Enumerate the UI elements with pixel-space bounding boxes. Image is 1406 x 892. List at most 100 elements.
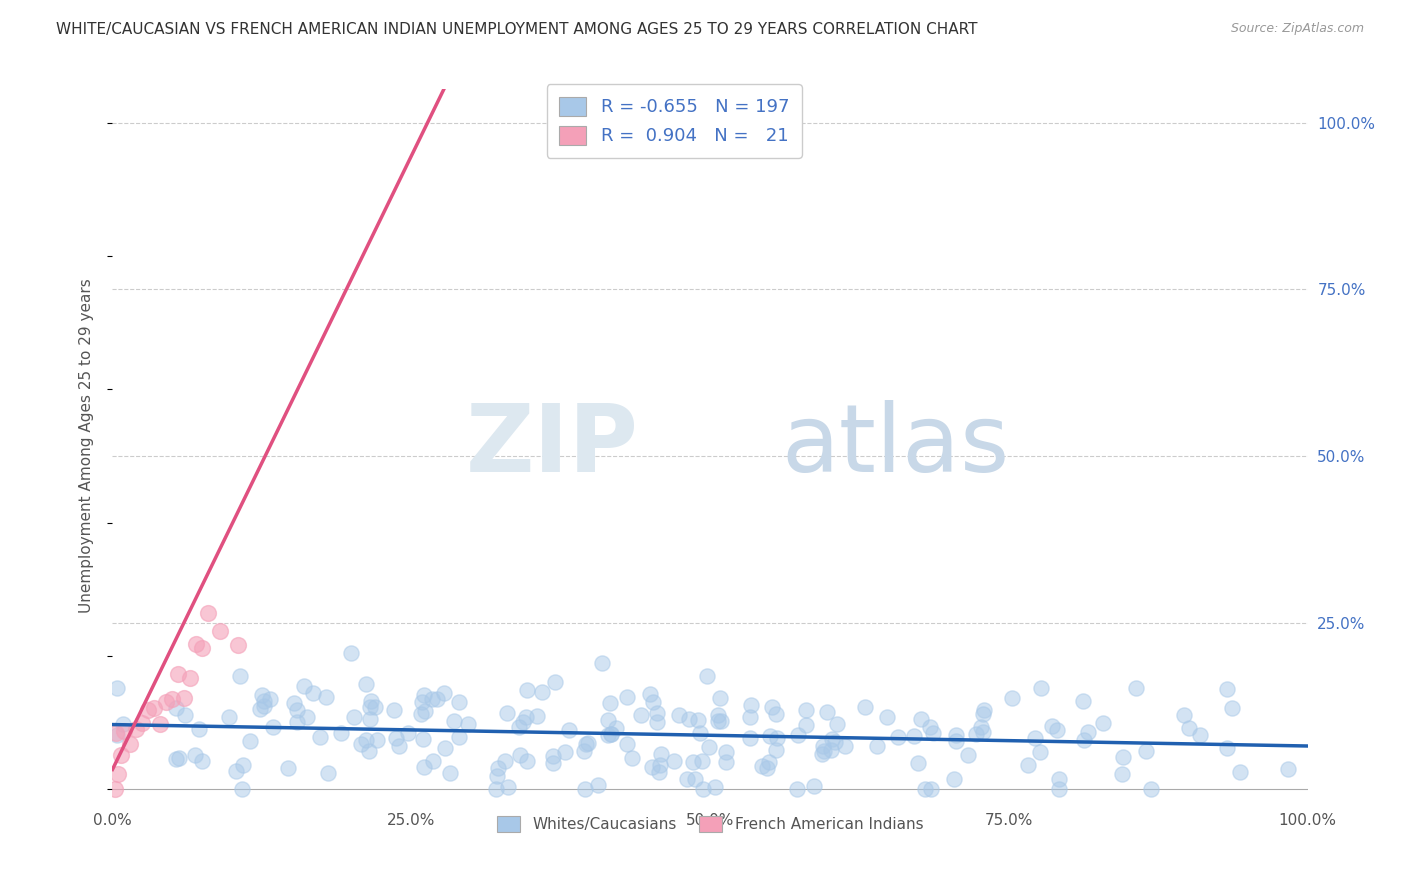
Point xyxy=(179,672,201,686)
Point xyxy=(574,744,596,758)
Point xyxy=(412,732,434,747)
Point xyxy=(543,749,565,764)
Point xyxy=(354,677,377,691)
Point xyxy=(643,695,665,709)
Point xyxy=(173,707,195,722)
Point xyxy=(910,712,932,726)
Point xyxy=(143,701,166,715)
Point xyxy=(972,724,994,739)
Point xyxy=(616,737,638,751)
Point xyxy=(616,690,638,704)
Point xyxy=(285,703,308,717)
Point xyxy=(360,694,382,708)
Point xyxy=(599,696,621,710)
Point xyxy=(675,772,697,786)
Point xyxy=(920,782,942,797)
Point xyxy=(755,761,778,775)
Text: WHITE/CAUCASIAN VS FRENCH AMERICAN INDIAN UNEMPLOYMENT AMONG AGES 25 TO 29 YEARS: WHITE/CAUCASIAN VS FRENCH AMERICAN INDIA… xyxy=(56,22,977,37)
Point xyxy=(794,703,817,717)
Point xyxy=(359,712,381,726)
Point xyxy=(765,706,787,721)
Point xyxy=(957,748,980,763)
Point xyxy=(1046,723,1069,738)
Point xyxy=(149,717,172,731)
Point xyxy=(803,780,825,794)
Point xyxy=(494,755,516,769)
Point xyxy=(105,681,128,695)
Point xyxy=(554,745,576,759)
Point xyxy=(105,726,128,740)
Point xyxy=(302,685,325,699)
Point xyxy=(110,747,132,762)
Point xyxy=(786,782,808,797)
Point xyxy=(574,782,596,797)
Point xyxy=(413,688,436,702)
Point xyxy=(422,754,444,768)
Point xyxy=(751,759,773,773)
Point xyxy=(1047,782,1070,797)
Point xyxy=(761,699,783,714)
Point xyxy=(413,760,436,774)
Point xyxy=(1111,767,1133,781)
Point xyxy=(1229,764,1251,779)
Point xyxy=(834,739,856,753)
Point xyxy=(125,722,148,736)
Point xyxy=(969,720,991,734)
Point xyxy=(815,705,838,719)
Point xyxy=(433,686,456,700)
Point xyxy=(945,734,967,748)
Point xyxy=(495,706,517,720)
Point xyxy=(283,696,305,710)
Point xyxy=(813,744,835,758)
Point xyxy=(515,710,537,724)
Point xyxy=(914,782,936,797)
Point xyxy=(105,728,128,742)
Point xyxy=(385,731,408,745)
Point xyxy=(384,703,406,717)
Point xyxy=(253,699,276,714)
Point xyxy=(496,780,519,795)
Point xyxy=(942,772,965,787)
Point xyxy=(225,764,247,778)
Point xyxy=(186,637,208,651)
Point xyxy=(853,700,876,714)
Point xyxy=(887,731,910,745)
Point xyxy=(447,730,470,744)
Point xyxy=(457,717,479,731)
Point xyxy=(359,700,381,714)
Point xyxy=(645,715,668,730)
Point xyxy=(409,706,432,721)
Point xyxy=(692,755,714,769)
Point xyxy=(526,709,548,723)
Point xyxy=(516,682,538,697)
Point xyxy=(820,743,842,757)
Point xyxy=(825,717,848,731)
Point xyxy=(689,726,711,740)
Point xyxy=(485,769,508,783)
Point xyxy=(678,712,700,726)
Text: atlas: atlas xyxy=(782,400,1010,492)
Point xyxy=(1222,700,1244,714)
Point xyxy=(508,720,530,734)
Point xyxy=(295,709,318,723)
Point xyxy=(1024,731,1046,745)
Point xyxy=(821,731,844,746)
Point xyxy=(226,638,249,652)
Point xyxy=(1277,762,1299,776)
Point xyxy=(591,656,613,670)
Point xyxy=(922,726,945,740)
Point xyxy=(683,772,706,786)
Point xyxy=(413,705,436,719)
Point xyxy=(1040,719,1063,733)
Legend: Whites/Caucasians, French American Indians: Whites/Caucasians, French American India… xyxy=(491,810,929,838)
Point xyxy=(638,687,661,701)
Point xyxy=(920,720,942,734)
Point xyxy=(1029,681,1052,695)
Point xyxy=(434,741,457,756)
Point xyxy=(1125,681,1147,695)
Point xyxy=(250,688,273,702)
Point xyxy=(1216,681,1239,696)
Text: Source: ZipAtlas.com: Source: ZipAtlas.com xyxy=(1230,22,1364,36)
Point xyxy=(740,698,762,712)
Point xyxy=(714,745,737,759)
